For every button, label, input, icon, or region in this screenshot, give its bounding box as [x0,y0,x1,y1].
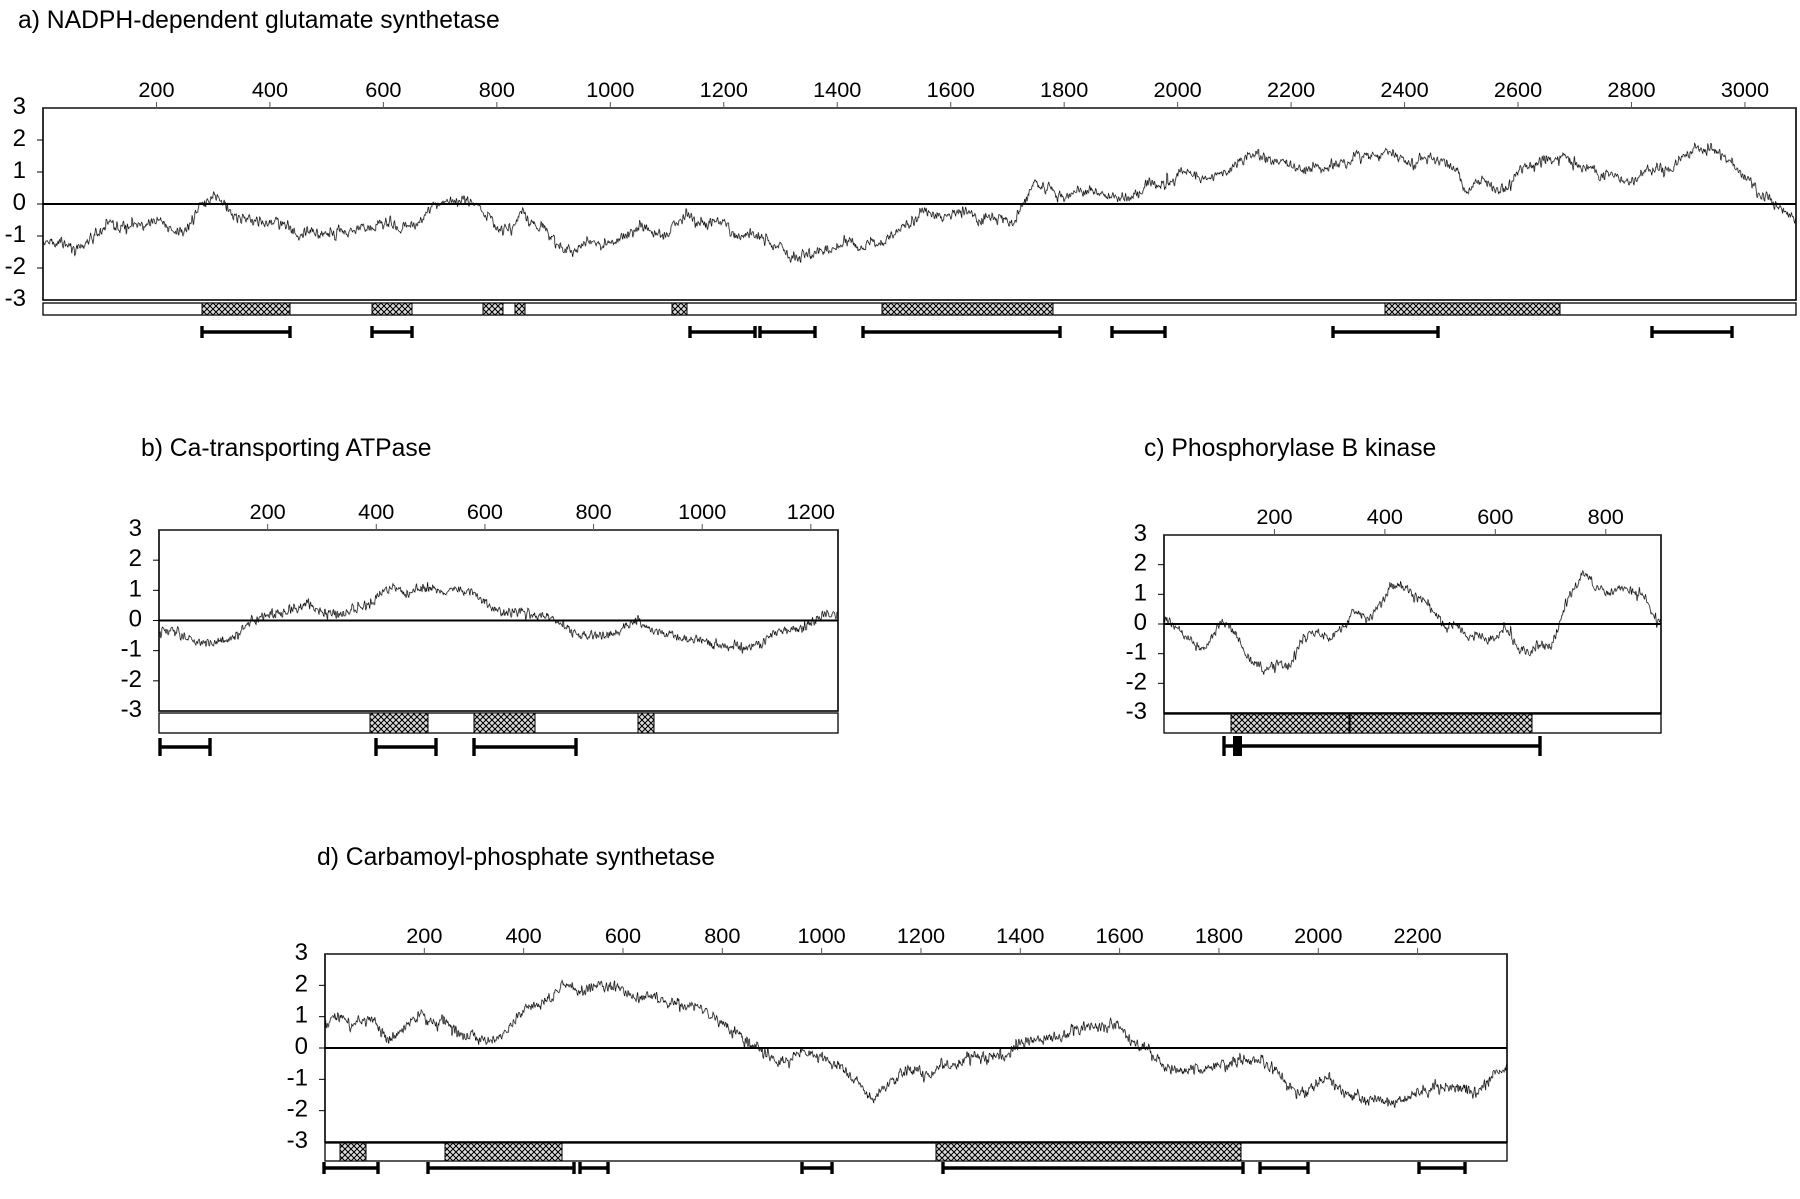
svg-text:2: 2 [13,125,26,152]
svg-text:400: 400 [506,923,542,948]
svg-text:3: 3 [129,515,142,542]
svg-text:-3: -3 [1126,698,1147,725]
svg-text:3000: 3000 [1721,77,1769,102]
svg-text:-2: -2 [287,1096,308,1123]
svg-text:0: 0 [13,189,26,216]
svg-text:1200: 1200 [700,77,748,102]
svg-text:600: 600 [1477,504,1513,529]
svg-text:200: 200 [138,77,174,102]
svg-text:3: 3 [295,939,308,966]
svg-text:-1: -1 [5,221,26,248]
svg-text:d) Carbamoyl-phosphate synthet: d) Carbamoyl-phosphate synthetase [317,844,715,871]
svg-text:c) Phosphorylase B kinase: c) Phosphorylase B kinase [1144,435,1436,462]
svg-text:200: 200 [1256,504,1292,529]
svg-text:1400: 1400 [813,77,861,102]
svg-text:0: 0 [295,1033,308,1060]
svg-text:1400: 1400 [996,923,1044,948]
svg-text:-3: -3 [5,285,26,312]
svg-text:1000: 1000 [678,499,726,524]
svg-text:1: 1 [295,1002,308,1029]
svg-text:1800: 1800 [1040,77,1088,102]
svg-text:1600: 1600 [1095,923,1143,948]
svg-text:400: 400 [252,77,288,102]
svg-text:2: 2 [129,545,142,572]
svg-text:-2: -2 [5,253,26,280]
svg-text:400: 400 [1367,504,1403,529]
svg-text:800: 800 [479,77,515,102]
svg-text:600: 600 [365,77,401,102]
svg-text:1600: 1600 [927,77,975,102]
svg-text:0: 0 [129,606,142,633]
svg-text:2: 2 [1134,550,1147,577]
svg-text:2200: 2200 [1393,923,1441,948]
svg-text:200: 200 [250,499,286,524]
svg-text:-1: -1 [1126,639,1147,666]
svg-text:3: 3 [1134,520,1147,547]
svg-text:2000: 2000 [1154,77,1202,102]
svg-text:2400: 2400 [1380,77,1428,102]
svg-text:1000: 1000 [586,77,634,102]
svg-text:2200: 2200 [1267,77,1315,102]
svg-text:2: 2 [295,970,308,997]
svg-text:200: 200 [406,923,442,948]
svg-text:800: 800 [1588,504,1624,529]
svg-text:-1: -1 [287,1064,308,1091]
svg-text:-2: -2 [1126,668,1147,695]
svg-text:600: 600 [467,499,503,524]
svg-text:1: 1 [13,157,26,184]
svg-text:1: 1 [1134,579,1147,606]
svg-text:1200: 1200 [897,923,945,948]
svg-text:b) Ca-transporting ATPase: b) Ca-transporting ATPase [141,435,431,462]
svg-text:2800: 2800 [1607,77,1655,102]
svg-text:1200: 1200 [787,499,835,524]
svg-text:-1: -1 [121,636,142,663]
svg-text:-3: -3 [121,696,142,723]
svg-text:2600: 2600 [1494,77,1542,102]
svg-text:800: 800 [575,499,611,524]
svg-text:2000: 2000 [1294,923,1342,948]
svg-text:1: 1 [129,575,142,602]
svg-text:400: 400 [358,499,394,524]
svg-text:-3: -3 [287,1127,308,1154]
svg-text:3: 3 [13,93,26,120]
svg-text:-2: -2 [121,666,142,693]
svg-text:1800: 1800 [1195,923,1243,948]
svg-text:0: 0 [1134,609,1147,636]
svg-text:1000: 1000 [798,923,846,948]
svg-text:600: 600 [605,923,641,948]
svg-text:800: 800 [704,923,740,948]
svg-text:a) NADPH-dependent glutamate s: a) NADPH-dependent glutamate synthetase [18,7,500,34]
